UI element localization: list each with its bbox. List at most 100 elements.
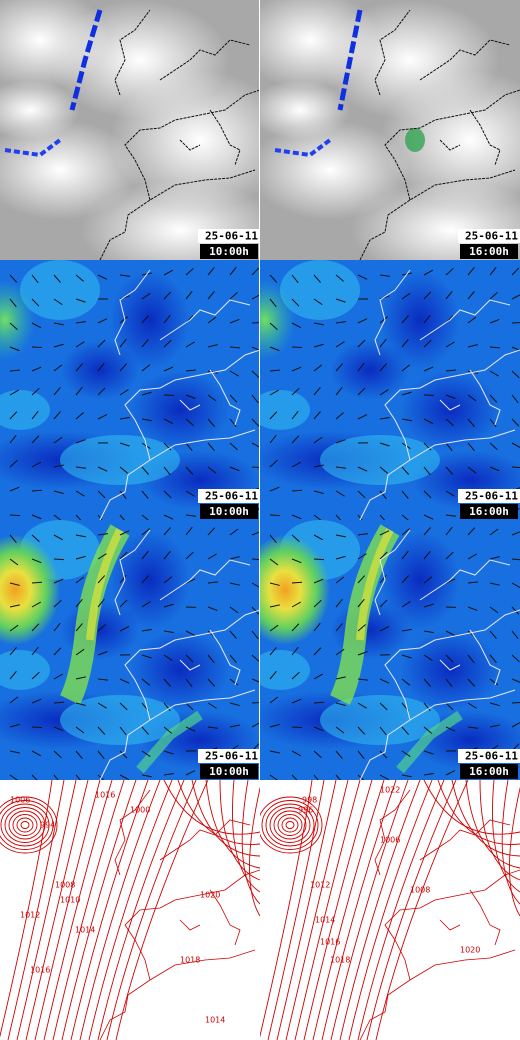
- wind-arrow: [379, 574, 387, 584]
- wind-arrow: [53, 343, 64, 348]
- isobar-label: 996: [298, 806, 313, 815]
- wind-arrow: [97, 387, 106, 396]
- wind-arrow: [185, 394, 196, 399]
- wind-arrow: [53, 558, 65, 561]
- wind-arrow: [467, 606, 478, 611]
- wind-arrow: [269, 647, 277, 656]
- wind-arrow: [423, 726, 433, 734]
- wind-arrow: [141, 678, 151, 686]
- wind-arrow: [269, 486, 280, 492]
- wind-arrow: [423, 366, 434, 372]
- wind-arrow: [185, 514, 196, 517]
- wind-arrow: [423, 314, 431, 324]
- wind-arrow: [31, 514, 42, 520]
- wind-arrow: [467, 394, 477, 402]
- wind-arrow: [31, 534, 40, 543]
- wind-area: [260, 280, 295, 360]
- wind-arrow: [269, 624, 279, 632]
- wind-arrow: [31, 410, 39, 420]
- wind-arrow: [119, 626, 130, 632]
- wind-arrow: [119, 442, 130, 447]
- isobar: [501, 780, 520, 905]
- wind-arrow: [423, 291, 432, 300]
- wind-arrow: [291, 274, 299, 284]
- wind-arrow: [313, 673, 323, 680]
- wind-arrow: [9, 486, 20, 492]
- wind-arrow: [313, 364, 323, 372]
- wind-arrow: [75, 774, 81, 780]
- time-box: [460, 504, 518, 519]
- date-box: [198, 489, 260, 503]
- isobar: [273, 810, 307, 840]
- wind-arrow: [379, 599, 388, 608]
- wind-arrow: [185, 630, 196, 637]
- map-content: [0, 260, 260, 520]
- wind-arrow: [379, 702, 388, 711]
- isobar: [330, 780, 409, 1040]
- wind-arrow: [467, 418, 475, 427]
- isobar-label: 1008: [410, 886, 430, 895]
- wind-arrow: [9, 434, 17, 444]
- isobar: [16, 780, 77, 1040]
- wind-arrow: [9, 514, 21, 517]
- wind-arrow: [357, 750, 365, 760]
- wind-arrow: [401, 601, 411, 608]
- wind-arrow: [141, 292, 151, 300]
- wind-arrow: [53, 534, 64, 541]
- wind-arrow: [335, 490, 345, 497]
- wind-arrow: [423, 550, 431, 560]
- wind-arrow: [291, 322, 302, 329]
- wind-arrow: [229, 654, 237, 663]
- coastline: [359, 9, 520, 260]
- wind-arrow: [401, 418, 412, 422]
- wind-arrow: [9, 274, 18, 283]
- wind-arrow: [229, 466, 240, 472]
- map-panel: 25-06-11 10:00h: [0, 0, 260, 260]
- cloud: [380, 70, 520, 210]
- isobar: [20, 821, 30, 829]
- wind-arrow: [379, 678, 390, 684]
- wind-arrow: [163, 466, 171, 476]
- wind-arrow: [269, 346, 280, 352]
- wind-arrow: [251, 267, 260, 276]
- isobar: [348, 780, 433, 1040]
- time-label: 10:00h: [209, 505, 249, 518]
- wind-arrow: [119, 490, 127, 500]
- wind-arrow: [423, 514, 434, 520]
- time-box: [460, 244, 518, 259]
- wind-arrow: [313, 464, 324, 468]
- wind-arrow: [335, 321, 346, 324]
- map-panel: 25-06-11 10:00h: [0, 520, 260, 780]
- wind-arrow: [291, 298, 300, 307]
- wind-arrow: [75, 726, 85, 734]
- wind-arrow: [401, 391, 412, 396]
- wind-arrow: [9, 670, 17, 680]
- wind-arrow: [75, 534, 86, 538]
- wind-arrow: [269, 696, 279, 704]
- isobar: [219, 780, 260, 881]
- wind-arrow: [445, 341, 455, 348]
- wind-arrow: [511, 294, 520, 300]
- wind-arrow: [31, 346, 43, 349]
- wind-arrow: [53, 274, 61, 283]
- isobar-label: 1012: [310, 881, 330, 890]
- wind-arrow: [313, 622, 321, 632]
- isobar: [509, 786, 520, 917]
- wind-arrow: [9, 298, 17, 308]
- wind-arrow: [379, 750, 388, 759]
- wind-arrow: [119, 466, 129, 474]
- cloud: [0, 120, 140, 220]
- wind-arrow: [445, 514, 456, 517]
- cloud: [260, 120, 410, 220]
- wind-arrow: [251, 606, 260, 615]
- wind-arrow: [119, 774, 130, 780]
- wind-arrow: [489, 654, 497, 663]
- time-label: 10:00h: [209, 765, 249, 778]
- wind-arrow: [251, 370, 260, 379]
- wind-arrow: [141, 750, 151, 758]
- isobar: [97, 780, 185, 1040]
- wind-arrow: [489, 582, 500, 586]
- cloud: [260, 80, 350, 140]
- wind-arrow: [379, 551, 388, 560]
